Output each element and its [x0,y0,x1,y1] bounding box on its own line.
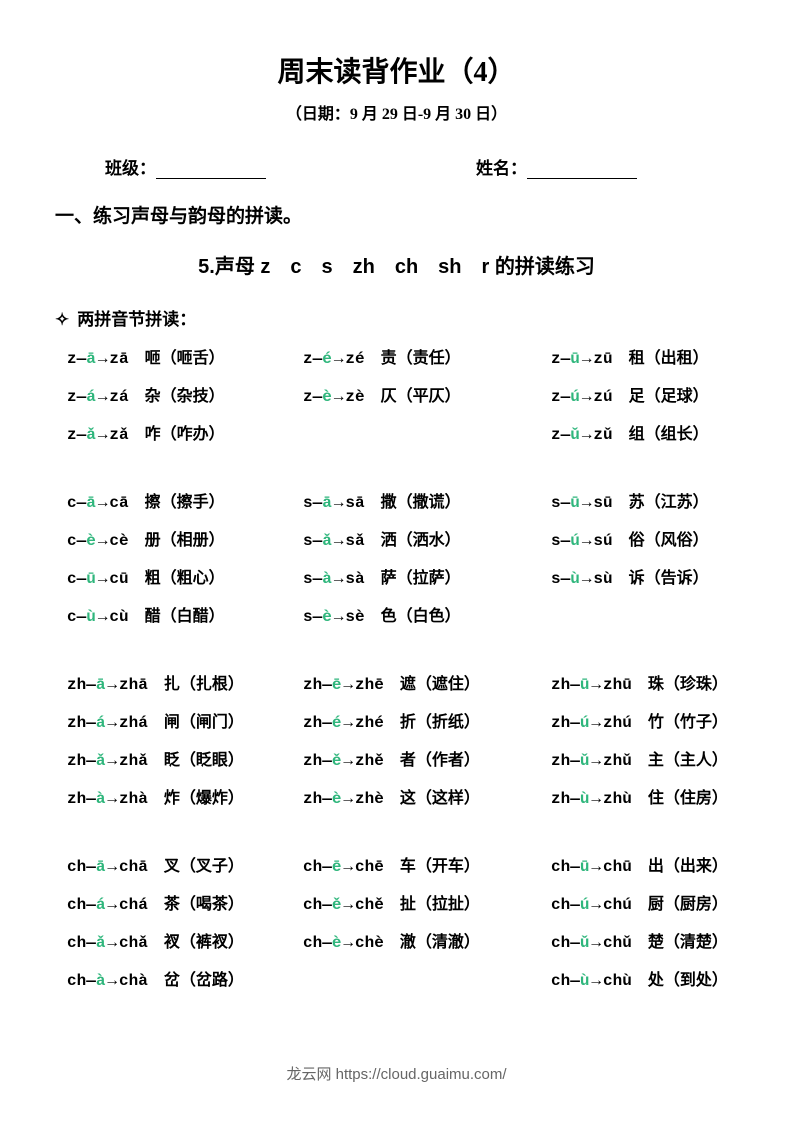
name-label: 姓名： [476,159,527,178]
pinyin-cell: zh—à→zhà 炸（爆炸） [55,784,303,808]
pinyin-cell: ch—ē→chē 车（开车） [303,852,551,876]
pinyin-row: c—è→cè 册（相册）s—ǎ→sǎ 洒（洒水）s—ú→sú 俗（风俗） [55,526,738,550]
pinyin-cell: s—ā→sā 撒（撒谎） [303,488,551,512]
pinyin-cell: z—ú→zú 足（足球） [551,382,709,406]
pinyin-cell: zh—ě→zhě 者（作者） [303,746,551,770]
pinyin-row: c—ū→cū 粗（粗心）s—à→sà 萨（拉萨）s—ù→sù 诉（告诉） [55,564,738,588]
pinyin-row: ch—á→chá 茶（喝茶）ch—ě→chě 扯（拉扯）ch—ú→chú 厨（厨… [55,890,738,914]
pinyin-cell: zh—ú→zhú 竹（竹子） [551,708,728,732]
pinyin-cell: ch—ú→chú 厨（厨房） [551,890,728,914]
pinyin-cell: zh—ù→zhù 住（住房） [551,784,728,808]
subsection-heading: ✧ 两拼音节拼读： [55,305,738,330]
pinyin-cell: s—ù→sù 诉（告诉） [551,564,709,588]
pinyin-cell [303,420,551,444]
pinyin-row: ch—ǎ→chǎ 衩（裤衩）ch—è→chè 澈（清澈）ch—ǔ→chǔ 楚（清… [55,928,738,952]
pinyin-cell: z—ǎ→zǎ 咋（咋办） [55,420,303,444]
pinyin-row: zh—à→zhà 炸（爆炸）zh—è→zhè 这（这样）zh—ù→zhù 住（住… [55,784,738,808]
pinyin-cell: z—ū→zū 租（出租） [551,344,709,368]
pinyin-row: zh—ā→zhā 扎（扎根）zh—ē→zhē 遮（遮住）zh—ū→zhū 珠（珍… [55,670,738,694]
pinyin-cell: s—à→sà 萨（拉萨） [303,564,551,588]
pinyin-cell: zh—ē→zhē 遮（遮住） [303,670,551,694]
subsection-label: 两拼音节拼读： [77,310,196,329]
class-blank[interactable] [156,160,266,179]
pinyin-cell: zh—ū→zhū 珠（珍珠） [551,670,728,694]
pinyin-cell: s—ū→sū 苏（江苏） [551,488,709,512]
pinyin-cell: z—á→zá 杂（杂技） [55,382,303,406]
footer-text: 龙云网 https://cloud.guaimu.com/ [0,1063,793,1084]
pinyin-group: z—ā→zā 咂（咂舌）z—é→zé 责（责任）z—ū→zū 租（出租） z—á→… [55,344,738,444]
pinyin-cell [303,966,551,990]
pinyin-cell: ch—à→chà 岔（岔路） [55,966,303,990]
pinyin-groups: z—ā→zā 咂（咂舌）z—é→zé 责（责任）z—ū→zū 租（出租） z—á→… [55,344,738,990]
pinyin-cell: zh—á→zhá 闸（闸门） [55,708,303,732]
pinyin-cell: z—è→zè 仄（平仄） [303,382,551,406]
page-title: 周末读背作业（4） [55,50,738,90]
pinyin-cell: c—ā→cā 擦（擦手） [55,488,303,512]
pinyin-row: ch—ā→chā 叉（叉子）ch—ē→chē 车（开车）ch—ū→chū 出（出… [55,852,738,876]
pinyin-row: z—ā→zā 咂（咂舌）z—é→zé 责（责任）z—ū→zū 租（出租） [55,344,738,368]
pinyin-cell: c—ù→cù 醋（白醋） [55,602,303,626]
pinyin-cell: z—é→zé 责（责任） [303,344,551,368]
pinyin-row: zh—ǎ→zhǎ 眨（眨眼）zh—ě→zhě 者（作者）zh—ǔ→zhǔ 主（主… [55,746,738,770]
class-label: 班级： [105,159,156,178]
pinyin-row: c—ù→cù 醋（白醋）s—è→sè 色（白色） [55,602,738,626]
pinyin-cell: z—ā→zā 咂（咂舌） [55,344,303,368]
pinyin-cell: c—è→cè 册（相册） [55,526,303,550]
pinyin-cell: c—ū→cū 粗（粗心） [55,564,303,588]
pinyin-cell: ch—ǎ→chǎ 衩（裤衩） [55,928,303,952]
pinyin-cell: s—è→sè 色（白色） [303,602,551,626]
class-field: 班级： [105,154,266,179]
pinyin-row: z—á→zá 杂（杂技）z—è→zè 仄（平仄）z—ú→zú 足（足球） [55,382,738,406]
name-blank[interactable] [527,160,637,179]
pinyin-group: ch—ā→chā 叉（叉子）ch—ē→chē 车（开车）ch—ū→chū 出（出… [55,852,738,990]
name-field: 姓名： [476,154,637,179]
pinyin-cell: ch—ǔ→chǔ 楚（清楚） [551,928,728,952]
pinyin-group: c—ā→cā 擦（擦手）s—ā→sā 撒（撒谎）s—ū→sū 苏（江苏） c—è→… [55,488,738,626]
student-fields: 班级： 姓名： [55,154,738,179]
subtitle: 5.声母 z c s zh ch sh r 的拼读练习 [55,250,738,279]
pinyin-cell: zh—ǔ→zhǔ 主（主人） [551,746,728,770]
diamond-icon: ✧ [55,310,69,329]
pinyin-cell: ch—ū→chū 出（出来） [551,852,728,876]
pinyin-cell: ch—ā→chā 叉（叉子） [55,852,303,876]
pinyin-cell: s—ǎ→sǎ 洒（洒水） [303,526,551,550]
pinyin-cell: zh—ǎ→zhǎ 眨（眨眼） [55,746,303,770]
pinyin-cell: ch—ě→chě 扯（拉扯） [303,890,551,914]
pinyin-cell: zh—è→zhè 这（这样） [303,784,551,808]
pinyin-cell: zh—é→zhé 折（折纸） [303,708,551,732]
pinyin-cell: s—ú→sú 俗（风俗） [551,526,709,550]
pinyin-cell: zh—ā→zhā 扎（扎根） [55,670,303,694]
pinyin-cell: ch—ù→chù 处（到处） [551,966,728,990]
pinyin-row: c—ā→cā 擦（擦手）s—ā→sā 撒（撒谎）s—ū→sū 苏（江苏） [55,488,738,512]
pinyin-row: zh—á→zhá 闸（闸门）zh—é→zhé 折（折纸）zh—ú→zhú 竹（竹… [55,708,738,732]
section-heading-1: 一、练习声母与韵母的拼读。 [55,201,738,228]
date-line: （日期：9 月 29 日-9 月 30 日） [55,100,738,124]
pinyin-group: zh—ā→zhā 扎（扎根）zh—ē→zhē 遮（遮住）zh—ū→zhū 珠（珍… [55,670,738,808]
pinyin-cell: ch—á→chá 茶（喝茶） [55,890,303,914]
pinyin-cell: z—ǔ→zǔ 组（组长） [551,420,709,444]
pinyin-row: z—ǎ→zǎ 咋（咋办） z—ǔ→zǔ 组（组长） [55,420,738,444]
pinyin-cell: ch—è→chè 澈（清澈） [303,928,551,952]
pinyin-row: ch—à→chà 岔（岔路） ch—ù→chù 处（到处） [55,966,738,990]
